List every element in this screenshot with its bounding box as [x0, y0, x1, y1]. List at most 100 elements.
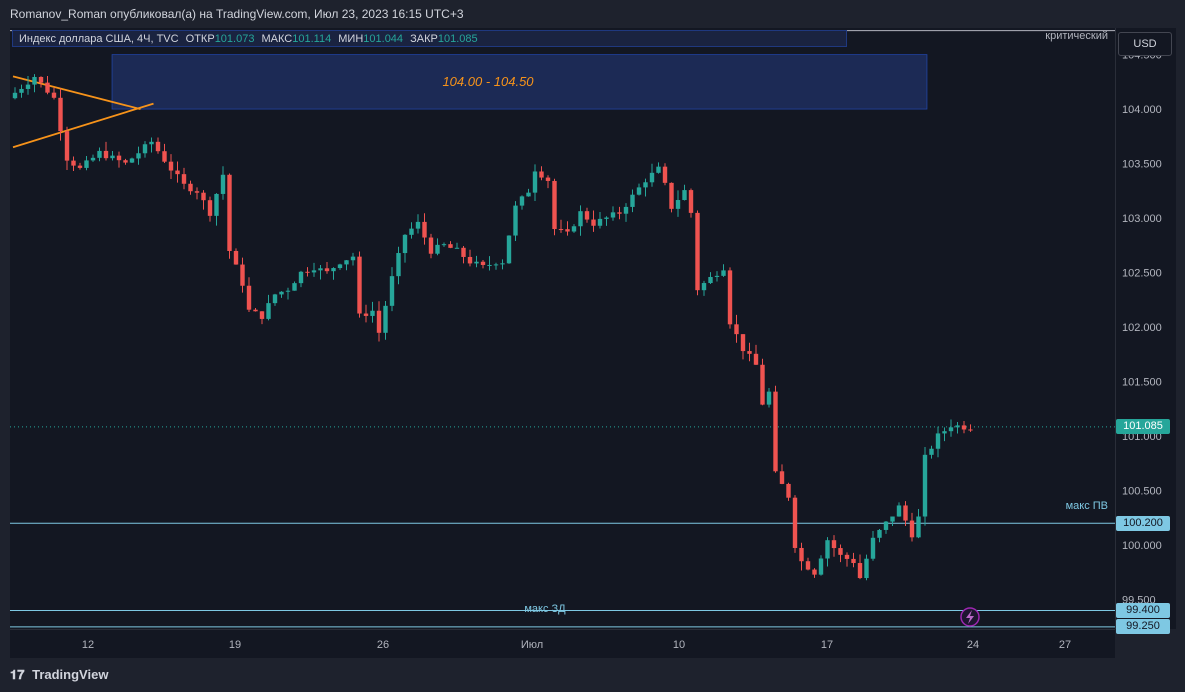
candle: [662, 163, 668, 186]
candle-body: [643, 182, 648, 188]
candle: [32, 74, 37, 93]
price-axis[interactable]: 104.500104.000103.500103.000102.500102.0…: [1115, 28, 1176, 629]
candle-body: [545, 177, 551, 181]
time-axis[interactable]: 12 19 26 Июл 10 17 24 27: [10, 629, 1115, 658]
candlestick-chart[interactable]: 104.00 - 104.50 критический макс ПВ макс…: [10, 28, 1115, 629]
candle-body: [188, 183, 193, 192]
candle-body: [571, 226, 577, 232]
candle-body: [903, 505, 908, 521]
candle-body: [786, 483, 791, 498]
symbol-legend[interactable]: Индекс доллара США, 4Ч, TVC ОТКР101.073 …: [12, 30, 847, 47]
candle-body: [409, 228, 414, 235]
candle: [240, 257, 245, 293]
candle-body: [259, 311, 265, 319]
time-tick-label: 24: [967, 639, 979, 651]
price-tick-label: 103.000: [1122, 213, 1162, 225]
time-tick-label: 17: [821, 639, 833, 651]
candle: [968, 424, 973, 432]
candle-body: [753, 353, 759, 365]
candle: [214, 193, 219, 226]
candle-body: [123, 160, 128, 163]
candle-body: [870, 537, 876, 559]
candle: [25, 75, 31, 95]
candle-body: [591, 219, 596, 226]
candle: [604, 216, 609, 226]
candle: [805, 557, 811, 571]
candle: [955, 422, 960, 434]
candle-body: [77, 165, 83, 168]
candle: [513, 201, 518, 241]
candle-body: [734, 324, 739, 335]
tradingview-footer[interactable]: 𝟏𝟕 TradingView: [0, 660, 1185, 692]
time-scale: 12 19 26 Июл 10 17 24 27: [82, 639, 1071, 651]
candle-body: [298, 271, 304, 284]
candle: [721, 264, 726, 277]
candle: [363, 304, 369, 323]
candle: [877, 528, 882, 543]
legend-open-label: ОТКР: [185, 33, 215, 45]
candle: [272, 293, 278, 306]
candle-body: [838, 548, 843, 555]
candle: [740, 334, 746, 360]
candle-body: [389, 276, 395, 306]
candle-body: [727, 270, 733, 325]
candle-body: [90, 157, 96, 161]
candle-body: [12, 92, 18, 99]
candle: [617, 206, 622, 220]
candle-body: [935, 433, 941, 449]
candle-body: [636, 187, 642, 195]
candle: [188, 180, 193, 195]
candle: [610, 206, 616, 221]
candles: [12, 74, 973, 581]
candle-body: [435, 244, 440, 254]
currency-button[interactable]: USD: [1118, 32, 1172, 56]
price-tick-label: 101.500: [1122, 377, 1162, 389]
candle-body: [552, 180, 557, 230]
candle-body: [58, 97, 63, 132]
candle-body: [812, 569, 817, 575]
candle-body: [71, 160, 76, 166]
candle-body: [779, 471, 785, 484]
candle: [51, 87, 57, 100]
candle: [532, 164, 538, 201]
candle-body: [896, 505, 902, 517]
candle-body: [721, 270, 726, 276]
candle-body: [136, 153, 141, 159]
candle: [383, 300, 388, 340]
candle: [948, 419, 954, 437]
candle-body: [84, 160, 89, 168]
candle: [441, 242, 447, 247]
triangle-lower-line: [12, 102, 154, 149]
lightning-icon[interactable]: [960, 607, 980, 627]
brand-name: TradingView: [32, 667, 109, 682]
candle-body: [799, 547, 804, 562]
candle-body: [539, 171, 544, 178]
candle-body: [929, 448, 934, 455]
candle: [331, 267, 336, 280]
candle: [506, 235, 512, 264]
candle-body: [64, 131, 70, 161]
candle-body: [578, 211, 583, 227]
candle: [454, 242, 460, 249]
candle-body: [688, 190, 694, 213]
price-scale: 104.500104.000103.500103.000102.500102.0…: [1122, 50, 1162, 607]
candle: [318, 264, 323, 280]
candle-body: [916, 516, 921, 538]
candle-body: [19, 88, 24, 93]
price-tick-label: 101.000: [1122, 431, 1162, 443]
candle-body: [701, 283, 707, 291]
chart-pane[interactable]: 104.00 - 104.50 критический макс ПВ макс…: [10, 28, 1115, 629]
candle: [487, 256, 492, 271]
candle: [747, 342, 752, 362]
price-tick-label: 103.500: [1122, 159, 1162, 171]
candle: [175, 161, 180, 183]
candle: [285, 287, 291, 300]
zone-label: 104.00 - 104.50: [442, 74, 534, 89]
candle: [298, 270, 304, 288]
candle-body: [214, 193, 219, 216]
candle: [630, 189, 635, 213]
candle-body: [344, 260, 349, 265]
candle: [565, 221, 570, 236]
candle-body: [448, 244, 453, 248]
candle-body: [493, 264, 499, 266]
